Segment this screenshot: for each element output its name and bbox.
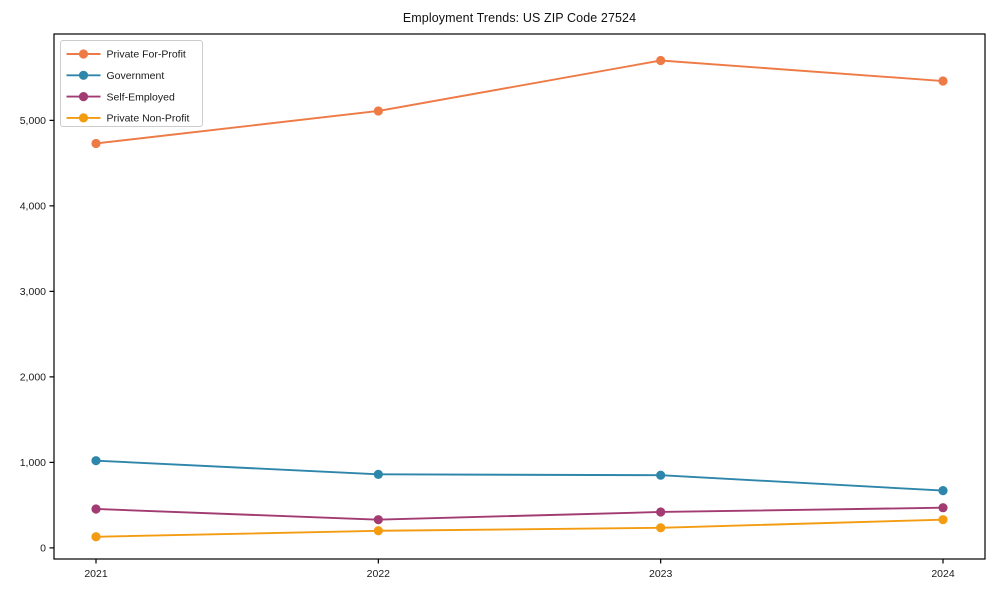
data-point-self-employed <box>938 503 948 513</box>
data-point-private-non-profit <box>656 523 666 533</box>
legend-marker-dot-self-employed <box>78 92 89 102</box>
y-tick-label: 5,000 <box>20 115 46 127</box>
legend-box <box>60 40 203 127</box>
series-line-government <box>95 459 944 492</box>
data-point-government <box>656 470 666 480</box>
legend-marker-dot-private-for-profit <box>78 49 89 59</box>
x-tick-label: 2022 <box>367 568 391 580</box>
plot-border <box>53 33 986 560</box>
legend-label-government: Government <box>107 70 165 82</box>
series-line-private-non-profit <box>95 518 944 538</box>
data-point-private-non-profit <box>938 515 948 525</box>
y-tick-label: 2,000 <box>20 372 46 384</box>
data-point-private-non-profit <box>373 526 383 536</box>
data-point-government <box>373 469 383 479</box>
data-point-private-for-profit <box>656 55 666 66</box>
legend-label-private-for-profit: Private For-Profit <box>107 49 186 61</box>
data-point-private-for-profit <box>938 76 948 86</box>
y-tick-label: 4,000 <box>20 201 46 213</box>
chart-title: Employment Trends: US ZIP Code 27524 <box>402 11 637 25</box>
x-tick-label: 2024 <box>931 568 955 580</box>
data-point-self-employed <box>91 504 101 514</box>
series-line-private-for-profit <box>95 59 944 145</box>
legend-marker-dot-private-non-profit <box>78 113 89 123</box>
data-point-government <box>91 456 101 466</box>
x-tick-label: 2023 <box>649 568 673 580</box>
legend-label-private-non-profit: Private Non-Profit <box>107 113 190 125</box>
data-point-self-employed <box>373 515 383 525</box>
y-tick-label: 3,000 <box>20 286 46 298</box>
data-point-private-non-profit <box>91 532 101 542</box>
data-point-self-employed <box>656 507 666 517</box>
y-tick-label: 1,000 <box>20 457 46 469</box>
data-point-private-for-profit <box>91 138 101 149</box>
legend-label-self-employed: Self-Employed <box>107 91 175 103</box>
x-tick-label: 2021 <box>84 568 108 580</box>
legend-marker-dot-government <box>78 70 89 80</box>
data-point-private-for-profit <box>373 106 383 116</box>
y-tick-label: 0 <box>40 543 46 555</box>
series-line-self-employed <box>95 506 944 521</box>
data-point-government <box>938 485 948 496</box>
